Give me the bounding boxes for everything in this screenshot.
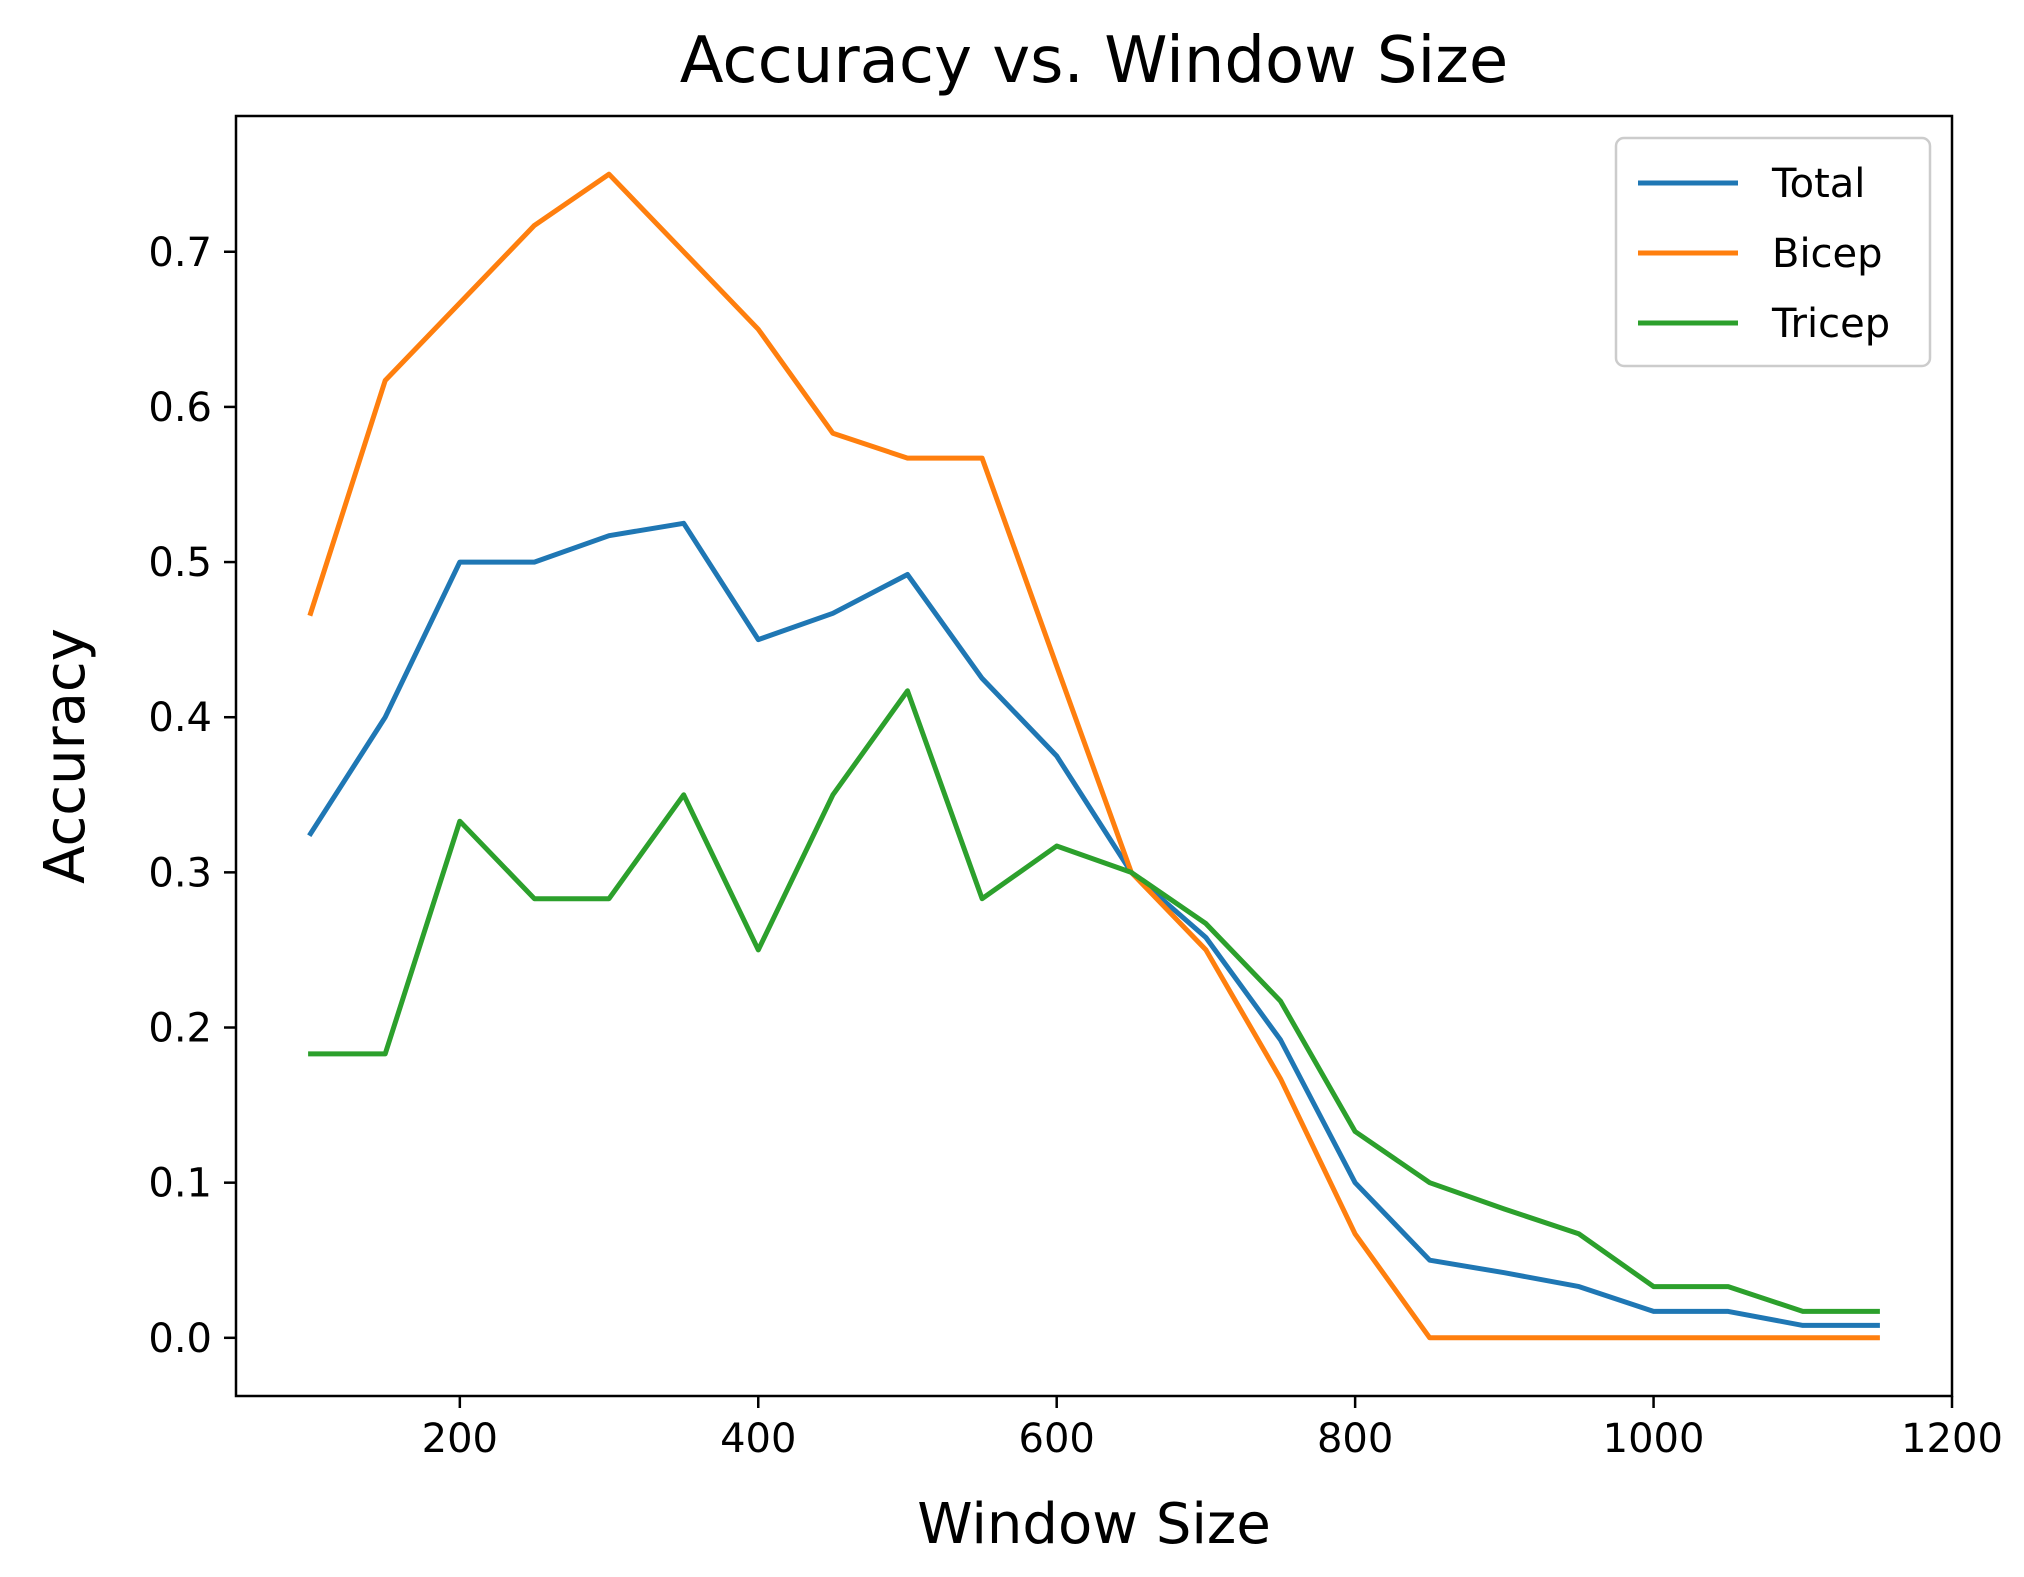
x-tick-label: 1000 <box>1603 1416 1705 1462</box>
series-line-bicep <box>307 171 1880 1341</box>
series-line-total <box>307 520 1880 1328</box>
series-lines <box>307 171 1880 1341</box>
y-tick-label: 0.3 <box>148 850 212 896</box>
y-axis-label: Accuracy <box>33 628 98 884</box>
chart-title: Accuracy vs. Window Size <box>680 24 1509 98</box>
x-axis-label: Window Size <box>917 1492 1271 1557</box>
x-tick-label: 800 <box>1317 1416 1393 1462</box>
y-tick-label: 0.2 <box>148 1006 212 1052</box>
y-tick-label: 0.0 <box>148 1316 212 1362</box>
legend-box <box>1614 136 1932 368</box>
plot-frame <box>234 114 1954 1398</box>
legend: Total Bicep Tricep <box>1614 136 1932 368</box>
y-tick-label: 0.1 <box>148 1161 212 1207</box>
legend-label-tricep: Tricep <box>1771 301 1890 347</box>
x-tick-label: 400 <box>720 1416 796 1462</box>
y-axis: 0.0 0.1 0.2 0.3 0.4 0.5 0.6 0.7 <box>148 230 236 1362</box>
y-tick-label: 0.6 <box>148 385 212 431</box>
x-tick-label: 1200 <box>1901 1416 2003 1462</box>
y-tick-label: 0.4 <box>148 695 212 741</box>
legend-label-total: Total <box>1771 161 1865 207</box>
legend-label-bicep: Bicep <box>1772 231 1883 277</box>
y-tick-label: 0.5 <box>148 540 212 586</box>
x-tick-label: 200 <box>422 1416 498 1462</box>
x-tick-label: 600 <box>1019 1416 1095 1462</box>
x-axis: 200 400 600 800 1000 1200 <box>422 1396 2003 1462</box>
series-line-tricep <box>308 688 1880 1314</box>
y-tick-label: 0.7 <box>148 230 212 276</box>
